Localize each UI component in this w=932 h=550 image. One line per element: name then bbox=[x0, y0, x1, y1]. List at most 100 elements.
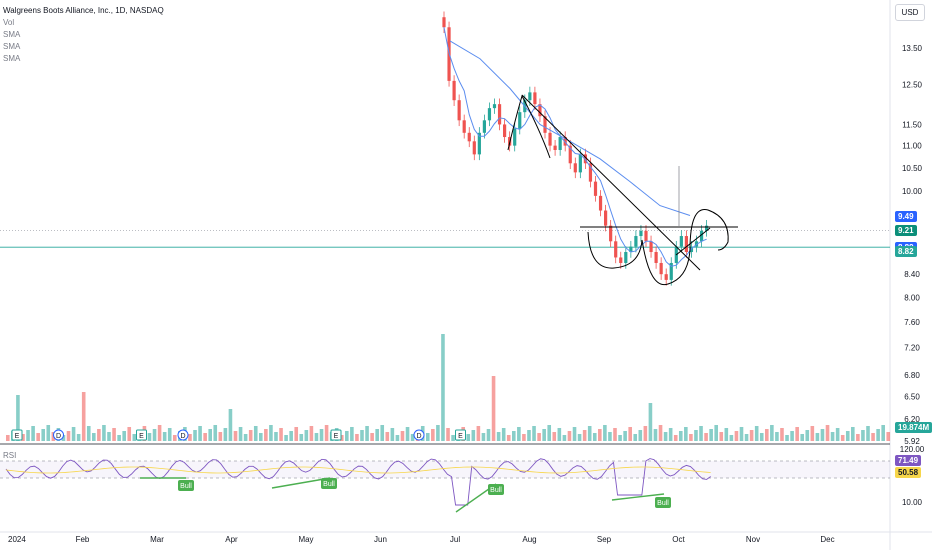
volume-bar bbox=[279, 428, 283, 441]
price-tick-label: 10.50 bbox=[902, 164, 923, 173]
volume-bar bbox=[345, 431, 349, 441]
volume-bar bbox=[598, 429, 602, 441]
volume-bar bbox=[223, 428, 228, 441]
volume-bar bbox=[299, 434, 304, 441]
volume-bar bbox=[213, 425, 218, 441]
volume-bar bbox=[820, 429, 825, 441]
volume-bar bbox=[390, 428, 395, 441]
volume-bar bbox=[714, 425, 718, 441]
candle-body bbox=[548, 132, 552, 146]
candle-body bbox=[482, 120, 486, 133]
price-badge: 9.21 bbox=[895, 225, 917, 237]
candle-body bbox=[503, 124, 507, 138]
volume-bar bbox=[845, 431, 850, 441]
candle-body bbox=[543, 116, 547, 133]
volume-bar bbox=[208, 429, 212, 441]
volume-bar bbox=[16, 395, 20, 441]
rsi-scale-label: 10.00 bbox=[902, 498, 923, 507]
indicator-sma-2[interactable]: SMA bbox=[3, 42, 21, 51]
event-marker: E bbox=[136, 429, 147, 441]
event-marker-label: E bbox=[139, 433, 144, 440]
earnings-marker-box bbox=[455, 429, 466, 441]
right-shoulder-curve bbox=[689, 209, 729, 251]
volume-bar bbox=[608, 432, 612, 441]
volume-bar bbox=[577, 434, 582, 441]
candle-body bbox=[684, 236, 688, 253]
volume-bar bbox=[689, 434, 693, 441]
candle-body bbox=[604, 210, 608, 226]
volume-bar bbox=[638, 430, 643, 441]
indicator-sma-3[interactable]: SMA bbox=[3, 54, 21, 63]
candle-body bbox=[533, 92, 537, 105]
candle-body bbox=[649, 241, 653, 253]
volume-bar bbox=[259, 433, 263, 441]
volume-bar bbox=[673, 435, 678, 441]
event-marker: D bbox=[53, 429, 64, 441]
time-tick-label: Nov bbox=[746, 535, 760, 544]
price-tick-label: 6.20 bbox=[904, 415, 920, 424]
volume-bar bbox=[238, 427, 243, 441]
volume-bar bbox=[81, 392, 86, 441]
volume-bar bbox=[117, 435, 121, 441]
volume-bar bbox=[734, 431, 739, 441]
volume-bar bbox=[71, 427, 76, 441]
volume-bar bbox=[274, 432, 278, 441]
candle-body bbox=[664, 274, 668, 280]
volume-bar bbox=[810, 426, 815, 441]
candle-body bbox=[679, 236, 683, 247]
indicator-sma-1[interactable]: SMA bbox=[3, 30, 21, 39]
volume-bar bbox=[537, 433, 541, 441]
candle-body bbox=[513, 128, 517, 146]
event-marker-label: E bbox=[15, 433, 20, 440]
volume-bar bbox=[86, 426, 91, 441]
volume-bar bbox=[795, 427, 799, 441]
volume-bar bbox=[304, 430, 309, 441]
earnings-marker-box bbox=[11, 429, 23, 441]
indicator-vol[interactable]: Vol bbox=[3, 18, 15, 27]
volume-bar bbox=[92, 433, 96, 441]
volume-bar bbox=[350, 427, 354, 441]
volume-bar bbox=[648, 403, 653, 441]
volume-bar bbox=[582, 430, 587, 441]
volume-bar bbox=[567, 431, 572, 441]
head-curve bbox=[641, 239, 691, 286]
volume-bar bbox=[21, 434, 25, 441]
time-tick-label: Jul bbox=[450, 535, 460, 544]
currency-button[interactable]: USD bbox=[895, 4, 925, 21]
volume-bar bbox=[506, 435, 511, 441]
volume-bar bbox=[754, 426, 759, 441]
candle-body bbox=[659, 262, 663, 275]
volume-bar bbox=[851, 427, 855, 441]
volume-bar bbox=[668, 428, 673, 441]
volume-bar bbox=[724, 428, 729, 441]
peak-sketch bbox=[507, 94, 551, 159]
volume-bar bbox=[410, 434, 415, 441]
candle-body bbox=[578, 154, 582, 173]
uptrend-line bbox=[675, 227, 711, 256]
candle-body bbox=[497, 104, 502, 125]
volume-bar bbox=[264, 429, 268, 441]
event-marker: D bbox=[413, 429, 425, 441]
volume-bar bbox=[643, 426, 648, 441]
candle-body bbox=[477, 132, 481, 155]
symbol-title: Walgreens Boots Alliance, Inc., 1D, NASD… bbox=[3, 6, 164, 15]
volume-bar bbox=[678, 431, 683, 441]
dividend-marker-circle bbox=[177, 429, 189, 441]
volume-bar bbox=[486, 429, 491, 441]
bull-label: Bull bbox=[657, 500, 669, 507]
volume-bar bbox=[102, 425, 106, 441]
volume-bar bbox=[759, 433, 764, 441]
horizontal-lines bbox=[0, 229, 890, 248]
volume-bar bbox=[471, 430, 476, 441]
volume-bar bbox=[466, 434, 471, 441]
volume-bar bbox=[425, 433, 430, 441]
candle-body bbox=[705, 225, 709, 231]
event-marker-label: D bbox=[180, 433, 185, 440]
time-tick-label: Apr bbox=[225, 535, 238, 544]
price-badge: 9.49 bbox=[895, 211, 917, 223]
candle-body bbox=[563, 137, 567, 146]
volume-bar bbox=[517, 427, 521, 441]
volume-bar bbox=[375, 429, 379, 441]
